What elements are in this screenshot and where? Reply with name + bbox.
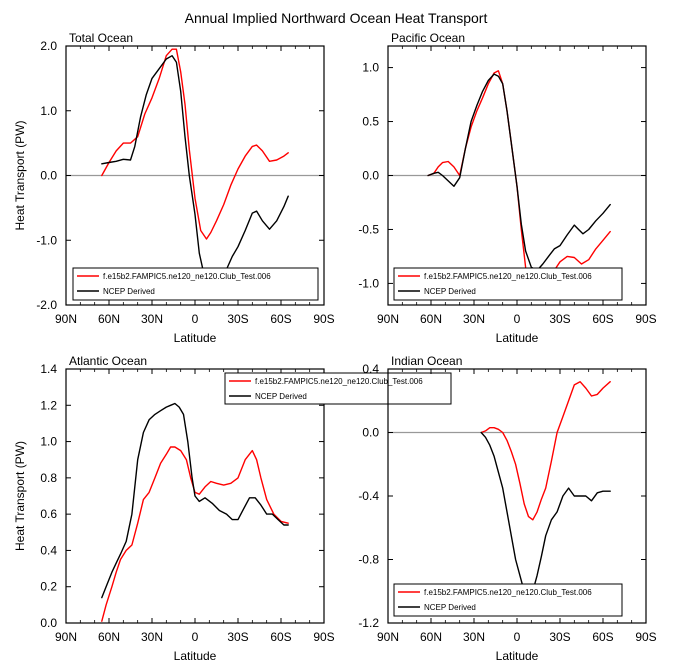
- legend-entry: f.e15b2.FAMPIC5.ne120_ne120.Club_Test.00…: [424, 272, 592, 281]
- y-tick-label: 0.4: [362, 362, 379, 376]
- x-tick-label: 0: [192, 312, 199, 326]
- x-tick-label: 90N: [377, 630, 399, 644]
- series-line-ncep: [427, 73, 611, 272]
- y-tick-label: 1.0: [362, 61, 379, 75]
- chart-panel-total-ocean: 90N 60N 30N 0 30S 60S 90S -2.0 -1.0 0.0 1.0 2.0 Tota…: [13, 31, 335, 345]
- legend-entry: NCEP Derived: [424, 287, 476, 296]
- x-tick-label: 30N: [463, 312, 485, 326]
- chart-panel-indian-ocean: 90N 60N 30N 0 30S 60S 90S -1.2 -0.8 -0.4 0.0 0.4 Ind…: [358, 354, 656, 663]
- x-tick-label: 30N: [141, 312, 163, 326]
- y-tick-label: 1.0: [40, 104, 57, 118]
- x-tick-label: 60S: [592, 312, 613, 326]
- x-tick-label: 90S: [635, 630, 656, 644]
- x-axis-label: Latitude: [496, 649, 539, 663]
- legend: f.e15b2.FAMPIC5.ne120_ne120.Club_Test.00…: [224, 372, 452, 405]
- y-tick-label: 0.8: [40, 471, 57, 485]
- x-tick-label: 30N: [141, 630, 163, 644]
- y-tick-label: 0.0: [362, 169, 379, 183]
- x-tick-label: 0: [514, 630, 521, 644]
- x-tick-label: 60N: [420, 312, 442, 326]
- legend-box: [72, 267, 319, 301]
- y-tick-label: 2.0: [40, 39, 57, 53]
- x-tick-label: 90N: [55, 312, 77, 326]
- y-tick-label: -1.0: [36, 233, 57, 247]
- plot-frame: [65, 368, 325, 624]
- x-tick-label: 60S: [270, 630, 291, 644]
- legend-box: [393, 267, 623, 301]
- x-tick-label: 60S: [270, 312, 291, 326]
- x-tick-label: 0: [192, 630, 199, 644]
- panel-title: Atlantic Ocean: [69, 354, 147, 368]
- legend: f.e15b2.FAMPIC5.ne120_ne120.Club_Test.00…: [393, 583, 623, 617]
- chart-panel-pacific-ocean: 90N 60N 30N 0 30S 60S 90S -1.0 -0.5 0.0 0.5 1.0 Paci…: [358, 31, 656, 345]
- legend-box: [224, 372, 452, 405]
- y-tick-label: 0.0: [362, 426, 379, 440]
- legend-entry: NCEP Derived: [424, 603, 476, 612]
- x-tick-label: 90S: [635, 312, 656, 326]
- y-tick-label: -0.4: [358, 489, 379, 503]
- series-line-ncep: [101, 402, 289, 599]
- x-axis-label: Latitude: [496, 331, 539, 345]
- legend: f.e15b2.FAMPIC5.ne120_ne120.Club_Test.00…: [72, 267, 319, 301]
- y-tick-label: -0.8: [358, 553, 379, 567]
- panel-title: Pacific Ocean: [391, 31, 465, 45]
- x-tick-label: 60N: [98, 312, 120, 326]
- x-tick-label: 90S: [313, 312, 334, 326]
- plot-frame: [65, 45, 325, 306]
- x-tick-label: 30S: [227, 630, 248, 644]
- y-tick-label: 0.2: [40, 580, 57, 594]
- series-line-ncep: [101, 55, 289, 285]
- series-line-model: [101, 446, 289, 622]
- y-tick-label: 0.6: [40, 507, 57, 521]
- plot-frame: [387, 368, 647, 624]
- y-tick-label: 1.0: [40, 435, 57, 449]
- x-tick-label: 90N: [377, 312, 399, 326]
- series-line-ncep: [480, 431, 611, 600]
- x-axis-label: Latitude: [174, 331, 217, 345]
- panel-title: Total Ocean: [69, 31, 133, 45]
- series-line-model: [480, 381, 611, 521]
- x-tick-label: 90N: [55, 630, 77, 644]
- panel-title: Indian Ocean: [391, 354, 462, 368]
- y-tick-label: -1.0: [358, 276, 379, 290]
- legend-entry: f.e15b2.FAMPIC5.ne120_ne120.Club_Test.00…: [424, 588, 592, 597]
- legend-box: [393, 583, 623, 617]
- y-tick-label: 1.4: [40, 362, 57, 376]
- figure-title: Annual Implied Northward Ocean Heat Tran…: [185, 10, 488, 26]
- y-tick-label: -1.2: [358, 616, 379, 630]
- legend-entry: f.e15b2.FAMPIC5.ne120_ne120.Club_Test.00…: [103, 272, 271, 281]
- y-tick-label: 0.0: [40, 169, 57, 183]
- legend-entry: NCEP Derived: [103, 287, 155, 296]
- y-tick-label: 0.0: [40, 616, 57, 630]
- y-axis-label: Heat Transport (PW): [13, 120, 27, 230]
- chart-panel-atlantic-ocean: 90N 60N 30N 0 30S 60S 90S 0.0 0.2 0.4 0.6 0.8 1.0 1.2…: [13, 354, 452, 663]
- legend-entry: f.e15b2.FAMPIC5.ne120_ne120.Club_Test.00…: [255, 377, 423, 386]
- legend-entry: NCEP Derived: [255, 392, 307, 401]
- x-axis-label: Latitude: [174, 649, 217, 663]
- series-line-model: [101, 48, 289, 240]
- y-tick-label: 0.4: [40, 543, 57, 557]
- y-axis-label: Heat Transport (PW): [13, 441, 27, 551]
- x-tick-label: 0: [514, 312, 521, 326]
- y-tick-label: -0.5: [358, 222, 379, 236]
- x-tick-label: 60N: [98, 630, 120, 644]
- panels: 90N 60N 30N 0 30S 60S 90S -2.0 -1.0 0.0 1.0 2.0 Tota…: [13, 31, 657, 663]
- x-tick-label: 30S: [549, 630, 570, 644]
- plot-frame: [387, 45, 647, 306]
- x-tick-label: 60S: [592, 630, 613, 644]
- y-tick-label: -2.0: [36, 298, 57, 312]
- legend: f.e15b2.FAMPIC5.ne120_ne120.Club_Test.00…: [393, 267, 623, 301]
- x-tick-label: 30S: [549, 312, 570, 326]
- x-tick-label: 90S: [313, 630, 334, 644]
- y-tick-label: 1.2: [40, 398, 57, 412]
- x-tick-label: 60N: [420, 630, 442, 644]
- x-tick-label: 30S: [227, 312, 248, 326]
- y-tick-label: 0.5: [362, 115, 379, 129]
- x-tick-label: 30N: [463, 630, 485, 644]
